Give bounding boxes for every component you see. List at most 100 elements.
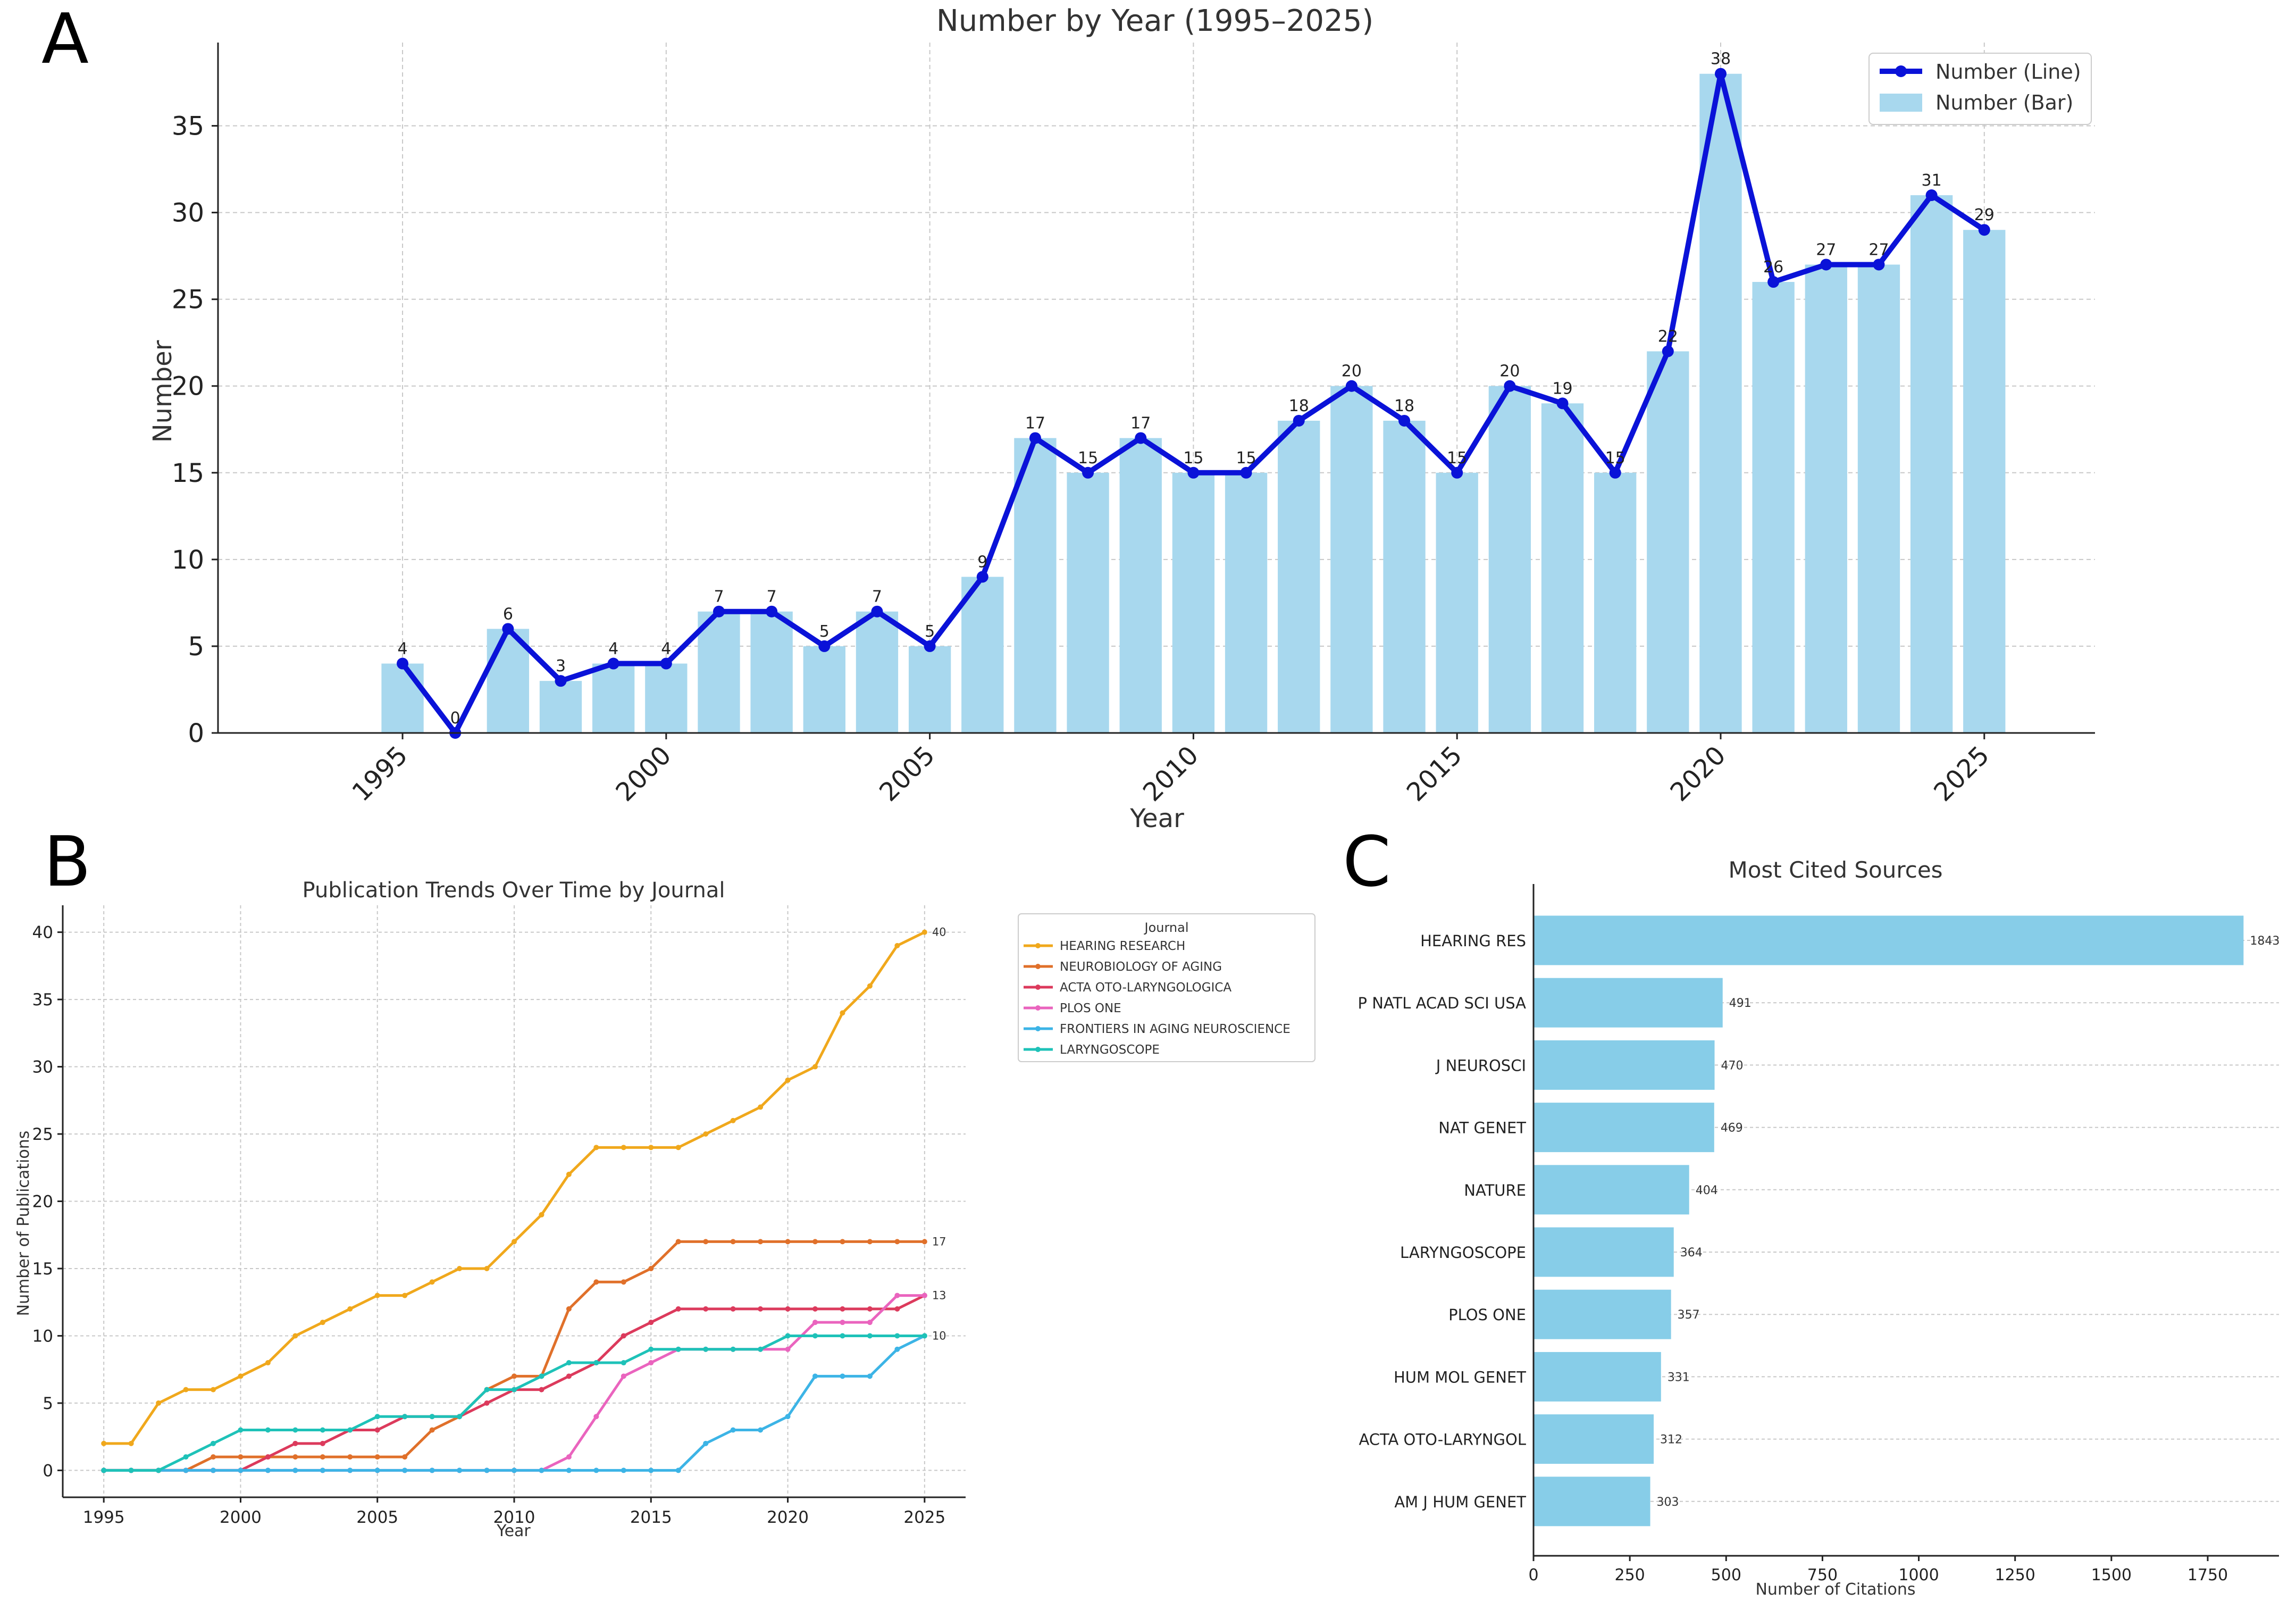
chart-a-data-label: 4 (398, 640, 408, 658)
chart-a-bar (1067, 472, 1109, 733)
chart-b-xtick-label: 2025 (903, 1508, 945, 1527)
chart-b-point (812, 1373, 818, 1379)
chart-a-data-label: 7 (872, 588, 882, 606)
chart-b-point (265, 1454, 271, 1460)
chart-b-point (867, 1306, 873, 1312)
chart-c-bar (1534, 978, 1723, 1028)
chart-b-point (840, 1306, 845, 1312)
chart-a-bar (856, 611, 899, 733)
chart-b-point (484, 1387, 490, 1392)
chart-a-legend-label: Number (Bar) (1935, 91, 2073, 114)
chart-b-legend-marker (1035, 1026, 1041, 1031)
chart-a-point (555, 675, 567, 687)
chart-b-point (840, 1333, 845, 1339)
chart-b-point (183, 1454, 189, 1460)
chart-a-bar (1330, 386, 1373, 733)
chart-b-point (211, 1454, 216, 1460)
chart-c-category-label: LARYNGOSCOPE (1400, 1244, 1526, 1262)
chart-b-xtick-label: 1995 (83, 1508, 125, 1527)
chart-b-point (292, 1467, 298, 1473)
chart-b-point (921, 1333, 927, 1339)
chart-b-point (566, 1360, 572, 1366)
chart-a-legend: Number (Line) Number (Bar) (1868, 53, 2092, 125)
chart-b-point (840, 1239, 845, 1245)
chart-a-data-label: 15 (1078, 449, 1098, 468)
chart-b-point (128, 1467, 134, 1473)
chart-a-bar (750, 611, 793, 733)
chart-a-point (976, 571, 988, 583)
chart-b-point (512, 1239, 517, 1245)
chart-b-point (703, 1440, 709, 1446)
chart-b-point (921, 1293, 927, 1298)
chart-a-bar (908, 646, 951, 733)
chart-b-xtick-label: 2000 (220, 1508, 262, 1527)
chart-a-data-label: 20 (1499, 362, 1520, 381)
chart-a-ytick-label: 0 (188, 719, 204, 748)
chart-b: Publication Trends Over Time by Journal … (14, 878, 1315, 1540)
chart-c-category-label: HUM MOL GENET (1394, 1368, 1526, 1386)
chart-b-end-label: 13 (932, 1289, 946, 1302)
chart-a-point (766, 605, 778, 618)
chart-b-point (894, 1239, 900, 1245)
chart-a-xtick-label: 2000 (610, 740, 677, 807)
chart-b-point (621, 1333, 626, 1339)
chart-c-data-label: 303 (1657, 1496, 1679, 1509)
chart-a-data-label: 17 (1130, 414, 1151, 433)
chart-a-xtick-label: 2020 (1664, 740, 1731, 807)
chart-a-data-label: 5 (925, 622, 935, 641)
chart-b-point (512, 1387, 517, 1392)
chart-a-data-label: 26 (1763, 258, 1783, 277)
chart-c-category-label: ACTA OTO-LARYNGOL (1359, 1431, 1526, 1449)
chart-b-point (457, 1265, 463, 1271)
chart-a-data-label: 3 (556, 657, 566, 676)
chart-c-data-label: 312 (1660, 1433, 1682, 1447)
chart-a-legend-bar-swatch (1880, 94, 1922, 112)
chart-a-bar (1963, 230, 2006, 733)
chart-b-legend-label: LARYNGOSCOPE (1060, 1043, 1160, 1057)
chart-b-point (894, 1333, 900, 1339)
chart-a-xtick-label: 2010 (1137, 740, 1204, 807)
chart-a-xtick-label: 1995 (347, 740, 414, 807)
chart-a-bar (539, 681, 582, 733)
chart-b-point (539, 1212, 544, 1218)
chart-b-xlabel: Year (496, 1522, 531, 1540)
chart-a-data-label: 17 (1025, 414, 1045, 433)
chart-b-point (921, 929, 927, 935)
chart-b-point (648, 1346, 654, 1352)
chart-a-bar (1383, 420, 1426, 733)
chart-b-point (238, 1454, 244, 1460)
chart-c-xtick-label: 1500 (2091, 1566, 2132, 1585)
chart-a-point (1609, 466, 1621, 479)
chart-b-legend-marker (1035, 964, 1041, 969)
chart-c-bar (1534, 1289, 1671, 1339)
chart-b-point (211, 1467, 216, 1473)
chart-a-ytick-label: 10 (172, 545, 204, 575)
chart-b-end-label: 40 (932, 926, 946, 939)
chart-b-point (211, 1440, 216, 1446)
chart-a-data-label: 7 (714, 588, 724, 606)
chart-a-ylabel: Number (148, 340, 178, 443)
chart-b-point (101, 1440, 107, 1446)
chart-b-point (703, 1131, 709, 1137)
chart-b-point (292, 1427, 298, 1433)
chart-b-ytick-label: 25 (32, 1125, 53, 1144)
chart-b-point (785, 1077, 791, 1083)
chart-b-point (512, 1467, 517, 1473)
chart-a-data-label: 20 (1342, 362, 1362, 381)
chart-c-xlabel: Number of Citations (1755, 1580, 1915, 1599)
chart-a-point (1135, 432, 1147, 444)
chart-b-point (785, 1346, 791, 1352)
chart-b-point (758, 1239, 764, 1245)
chart-a-data-label: 29 (1974, 206, 1995, 224)
chart-b-point (347, 1454, 353, 1460)
chart-b-point (867, 1320, 873, 1325)
chart-b-point (539, 1387, 544, 1392)
chart-c-bar (1534, 915, 2244, 965)
chart-a-legend-label: Number (Line) (1935, 60, 2081, 84)
chart-c-xtick-label: 0 (1528, 1566, 1538, 1585)
chart-a-data-label: 15 (1236, 449, 1256, 468)
chart-a-point (1082, 466, 1094, 479)
chart-c-bar (1534, 1165, 1689, 1215)
chart-a-data-label: 38 (1711, 50, 1731, 69)
chart-c-data-label: 469 (1721, 1122, 1743, 1135)
